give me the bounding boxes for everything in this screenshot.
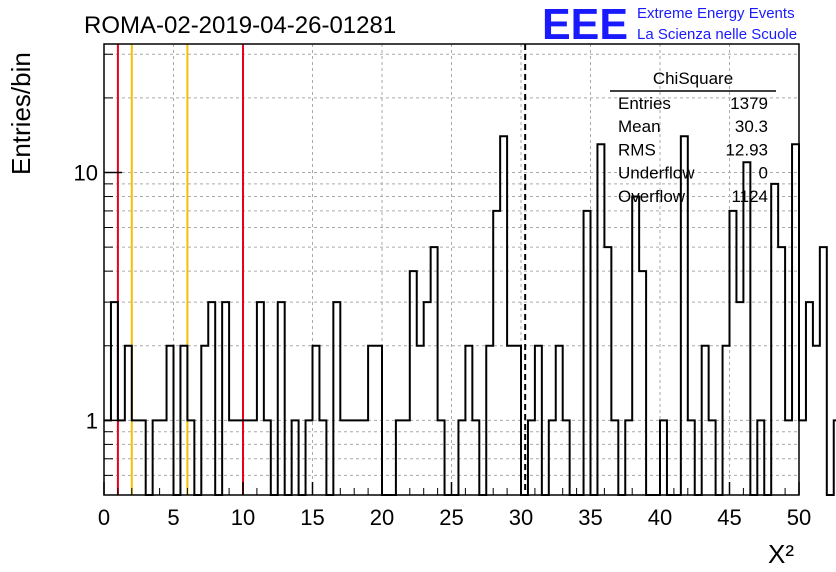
- y-axis-title: Entries/bin: [6, 52, 36, 175]
- stats-label: RMS: [618, 140, 656, 159]
- stats-value: 30.3: [735, 117, 768, 136]
- x-tick-label: 40: [648, 505, 672, 530]
- x-tick-label: 5: [167, 505, 179, 530]
- y-axis: 1 10: [74, 53, 122, 476]
- stats-rows: Entries 1379 Mean 30.3 RMS 12.93 Underflow 0 Ove…: [618, 94, 768, 206]
- grid: [104, 44, 799, 495]
- x-tick-label: 20: [370, 505, 394, 530]
- logo-eee-mark: EEE: [542, 0, 628, 49]
- x-tick-label: 30: [509, 505, 533, 530]
- y-tick-label: 1: [86, 408, 98, 433]
- x-tick-label: 15: [300, 505, 324, 530]
- logo-line-1: Extreme Energy Events: [637, 5, 795, 22]
- stats-value: 1379: [730, 94, 768, 113]
- stats-value: 0: [759, 164, 768, 183]
- eee-logo: EEE Extreme Energy Events La Scienza nel…: [542, 0, 797, 49]
- x-tick-label: 35: [578, 505, 602, 530]
- marker-lines: [116, 44, 527, 495]
- x-axis-title: X²: [768, 539, 794, 569]
- y-tick-label: 10: [74, 161, 98, 186]
- x-tick-label: 25: [439, 505, 463, 530]
- x-tick-label: 10: [231, 505, 255, 530]
- logo-line-2: La Scienza nelle Scuole: [637, 26, 797, 43]
- histogram-series: [104, 135, 836, 496]
- stats-value: 1124: [731, 187, 768, 206]
- stats-box: ChiSquare Entries 1379 Mean 30.3 RMS 12.93 Und…: [610, 69, 776, 206]
- stats-value: 12.93: [725, 140, 768, 159]
- stats-label: Underflow: [618, 164, 695, 183]
- stats-label: Overflow: [618, 187, 686, 206]
- x-axis: 0 5 10 15 20 25 30 35 40 45 50: [98, 482, 811, 530]
- stats-label: Mean: [618, 117, 661, 136]
- x-tick-label: 0: [98, 505, 110, 530]
- stats-title: ChiSquare: [653, 69, 733, 88]
- run-title: ROMA-02-2019-04-26-01281: [84, 12, 396, 39]
- x-tick-label: 50: [787, 505, 811, 530]
- stats-label: Entries: [618, 94, 671, 113]
- x-tick-label: 45: [717, 505, 741, 530]
